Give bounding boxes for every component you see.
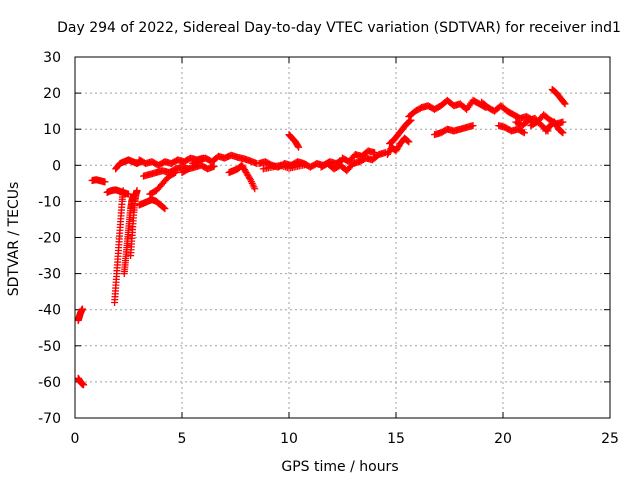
data-point <box>404 137 412 145</box>
y-tick-label: -30 <box>38 267 61 283</box>
data-point <box>405 138 413 146</box>
data-points <box>74 85 569 389</box>
x-tick-label: 25 <box>601 431 619 447</box>
data-point <box>78 305 86 313</box>
data-point <box>160 204 168 212</box>
data-point <box>371 149 379 157</box>
data-point <box>119 187 127 195</box>
y-tick-label: -60 <box>38 375 61 391</box>
data-point <box>520 129 528 137</box>
x-axis-label: GPS time / hours <box>281 459 398 475</box>
x-tick-label: 5 <box>178 431 187 447</box>
y-tick-label: -10 <box>38 194 61 210</box>
plot-frame <box>74 56 611 419</box>
data-point <box>251 185 259 193</box>
x-tick-label: 15 <box>387 431 405 447</box>
y-tick-label: -20 <box>38 231 61 247</box>
y-tick-label: 0 <box>52 158 61 174</box>
data-point <box>558 128 566 136</box>
y-tick-label: 30 <box>43 50 61 66</box>
y-tick-label: 10 <box>43 122 61 138</box>
data-point <box>519 128 527 136</box>
x-tick-label: 10 <box>280 431 298 447</box>
data-point <box>133 187 141 195</box>
y-tick-label: -50 <box>38 339 61 355</box>
data-point <box>210 162 218 170</box>
data-point <box>302 161 310 169</box>
data-point <box>469 122 477 130</box>
x-tick-label: 0 <box>71 431 80 447</box>
y-tick-label: -40 <box>38 303 61 319</box>
y-tick-label: 20 <box>43 86 61 102</box>
data-point <box>80 381 88 389</box>
data-point <box>161 205 169 213</box>
y-tick-label: -70 <box>38 411 61 427</box>
data-point <box>559 118 567 126</box>
data-point <box>560 99 568 107</box>
data-point <box>561 100 569 108</box>
data-point <box>101 178 109 186</box>
data-point <box>295 143 303 151</box>
x-tick-label: 20 <box>494 431 512 447</box>
chart-title: Day 294 of 2022, Sidereal Day-to-day VTE… <box>57 20 621 36</box>
axis-ticks: 0 5 10 15 20 25 -70 -60 -50 -40 -30 -20 -10 0 10 20 30 <box>38 50 619 447</box>
y-axis-label: SDTVAR / TECUs <box>6 182 22 297</box>
data-point <box>559 129 567 137</box>
grid <box>75 57 610 418</box>
